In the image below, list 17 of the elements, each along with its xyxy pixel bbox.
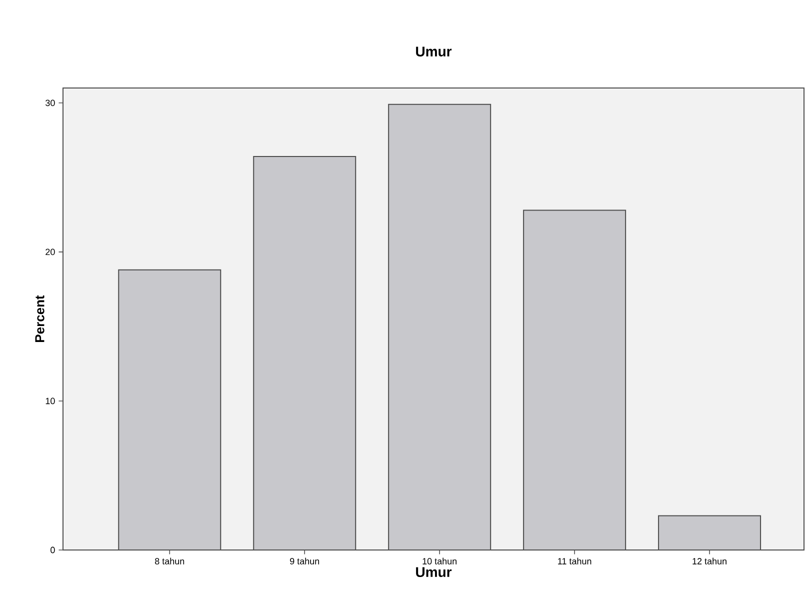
bar bbox=[523, 210, 626, 550]
x-tick-label: 11 tahun bbox=[558, 558, 592, 564]
bar bbox=[118, 270, 221, 550]
x-axis-title: Umur bbox=[416, 567, 452, 578]
x-tick-label: 12 tahun bbox=[692, 558, 726, 564]
x-tick-label: 9 tahun bbox=[290, 558, 320, 564]
bar bbox=[253, 156, 356, 550]
x-tick-label: 10 tahun bbox=[422, 558, 456, 564]
bar bbox=[388, 104, 492, 550]
bar bbox=[658, 515, 762, 550]
y-tick-label: 30 bbox=[46, 100, 55, 106]
y-tick-label: 20 bbox=[46, 248, 55, 256]
y-tick-label: 0 bbox=[50, 546, 55, 554]
y-tick-label: 10 bbox=[46, 398, 55, 404]
chart-title: Umur bbox=[416, 46, 452, 56]
x-tick-label: 8 tahun bbox=[155, 558, 184, 564]
y-axis-title: Percent bbox=[35, 295, 44, 342]
